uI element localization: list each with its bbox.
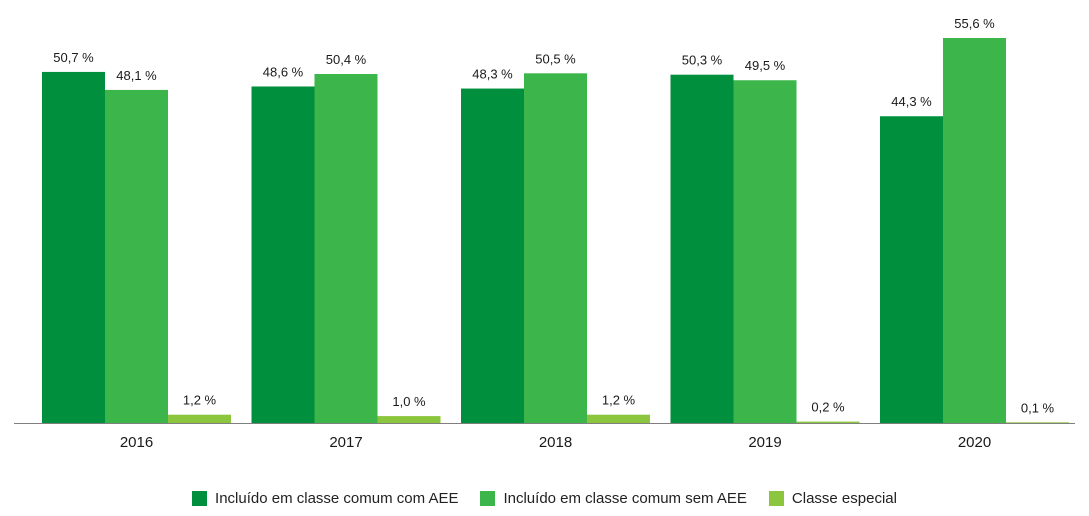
data-label-2017-series-3: 1,0 % xyxy=(392,394,426,409)
bar-2018-series-2 xyxy=(524,73,587,423)
legend-label-series-2: Incluído em classe comum sem AEE xyxy=(503,490,747,507)
legend-item-series-2: Incluído em classe comum sem AEE xyxy=(480,490,747,507)
bar-2020-series-1 xyxy=(880,116,943,424)
legend-swatch-series-3 xyxy=(768,491,784,506)
data-label-2019-series-2: 49,5 % xyxy=(745,58,786,73)
bar-2020-series-2 xyxy=(943,38,1006,423)
data-label-2020-series-1: 44,3 % xyxy=(891,94,932,109)
bar-2019-series-3 xyxy=(796,421,860,423)
x-tick-label-2017: 2017 xyxy=(329,434,362,451)
data-label-2019-series-3: 0,2 % xyxy=(811,400,845,415)
data-label-2018-series-3: 1,2 % xyxy=(602,393,636,408)
data-label-2020-series-3: 0,1 % xyxy=(1021,400,1055,415)
bar-2017-series-3 xyxy=(377,416,441,423)
legend-swatch-series-2 xyxy=(480,491,496,506)
legend-item-series-3: Classe especial xyxy=(768,490,897,507)
legend: Incluído em classe comum com AEE Incluíd… xyxy=(0,490,1089,507)
legend-swatch-series-1 xyxy=(192,491,208,506)
x-tick-label-2016: 2016 xyxy=(120,434,153,451)
data-label-2017-series-1: 48,6 % xyxy=(263,64,304,79)
x-tick-label-2018: 2018 xyxy=(539,434,572,451)
bar-2017-series-2 xyxy=(314,74,378,423)
bar-2017-series-1 xyxy=(251,86,315,423)
data-label-2016-series-1: 50,7 % xyxy=(53,50,94,65)
bar-2016-series-3 xyxy=(168,414,231,423)
data-label-2016-series-3: 1,2 % xyxy=(183,393,217,408)
bar-2019-series-1 xyxy=(670,74,734,423)
bar-2019-series-2 xyxy=(733,80,797,424)
data-label-2018-series-2: 50,5 % xyxy=(535,51,576,66)
bar-2020-series-3 xyxy=(1006,422,1069,423)
legend-label-series-1: Incluído em classe comum com AEE xyxy=(215,490,459,507)
data-label-2019-series-1: 50,3 % xyxy=(682,53,723,68)
legend-item-series-1: Incluído em classe comum com AEE xyxy=(192,490,458,507)
data-label-2016-series-2: 48,1 % xyxy=(116,68,157,83)
data-label-2020-series-2: 55,6 % xyxy=(954,16,995,31)
bar-2016-series-1 xyxy=(42,71,105,423)
data-label-2017-series-2: 50,4 % xyxy=(326,52,367,67)
data-label-2018-series-1: 48,3 % xyxy=(472,67,513,82)
bar-2018-series-3 xyxy=(587,414,650,423)
bar-2016-series-2 xyxy=(105,89,168,423)
x-tick-label-2020: 2020 xyxy=(958,434,991,451)
bar-2018-series-1 xyxy=(461,88,524,424)
x-tick-label-2019: 2019 xyxy=(748,434,781,451)
legend-label-series-3: Classe especial xyxy=(791,490,897,507)
